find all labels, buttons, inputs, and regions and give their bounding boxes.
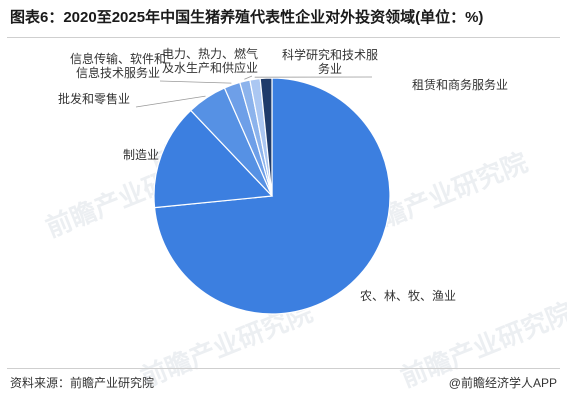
slice-label: 信息传输、软件和信息技术服务业 (70, 51, 166, 80)
slice-label: 租赁和商务服务业 (412, 77, 508, 92)
pie-slice (259, 77, 273, 197)
title-divider (7, 37, 560, 38)
footer-divider (7, 368, 560, 369)
chart-title: 图表6：2020至2025年中国生猪养殖代表性企业对外投资领域(单位：%) (10, 9, 484, 26)
brand-credit: @前瞻经济学人APP (448, 376, 557, 390)
slice-label: 农、林、牧、渔业 (360, 289, 456, 303)
pie-chart: 农、林、牧、渔业 制造业 批发和零售业 信息传输、软件和信息技术服务业电力、热力、燃气… (58, 46, 508, 315)
leader-line (244, 75, 253, 80)
source-note: 资料来源：前瞻产业研究院 (10, 376, 155, 390)
slice-label: 电力、热力、燃气及水生产和供应业 (162, 46, 258, 75)
slice-label: 制造业 (123, 148, 159, 162)
pie-slice (153, 109, 274, 209)
leader-line (159, 80, 232, 84)
slice-label: 科学研究和技术服务业 (282, 47, 378, 76)
slice-label: 批发和零售业 (58, 91, 130, 106)
leader-line (135, 95, 206, 108)
